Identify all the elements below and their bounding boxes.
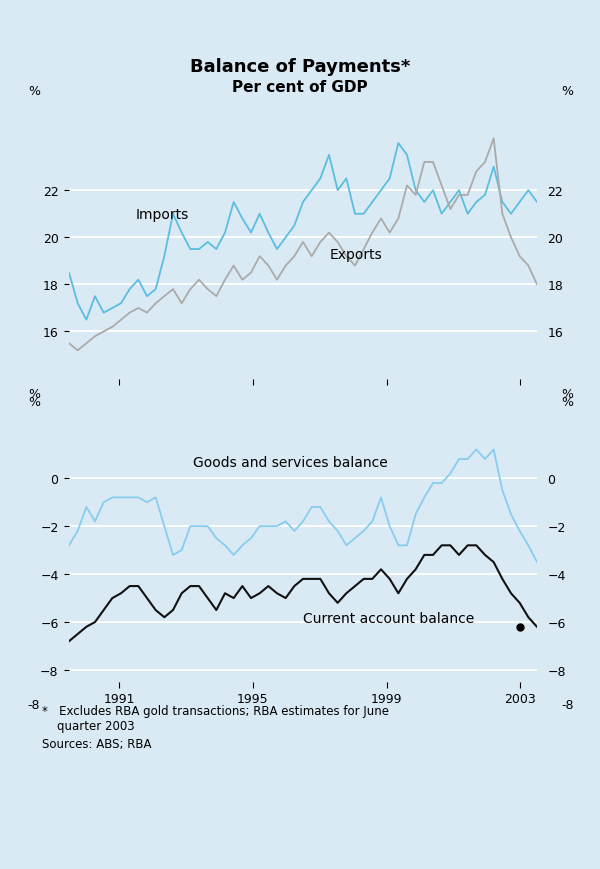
Text: Current account balance: Current account balance xyxy=(303,611,474,626)
Text: %: % xyxy=(562,395,574,408)
Text: *   Excludes RBA gold transactions; RBA estimates for June: * Excludes RBA gold transactions; RBA es… xyxy=(42,704,389,717)
Text: -8: -8 xyxy=(28,699,40,712)
Text: %: % xyxy=(28,395,40,408)
Text: %: % xyxy=(562,388,574,401)
Text: Per cent of GDP: Per cent of GDP xyxy=(232,79,368,95)
Text: Imports: Imports xyxy=(136,209,189,222)
Text: Balance of Payments*: Balance of Payments* xyxy=(190,58,410,76)
Text: -8: -8 xyxy=(561,699,574,712)
Text: Goods and services balance: Goods and services balance xyxy=(193,455,388,469)
Text: Sources: ABS; RBA: Sources: ABS; RBA xyxy=(42,737,151,750)
Text: Exports: Exports xyxy=(330,249,382,262)
Text: %: % xyxy=(28,85,40,98)
Text: %: % xyxy=(28,388,40,401)
Text: %: % xyxy=(562,85,574,98)
Text: quarter 2003: quarter 2003 xyxy=(42,720,134,733)
